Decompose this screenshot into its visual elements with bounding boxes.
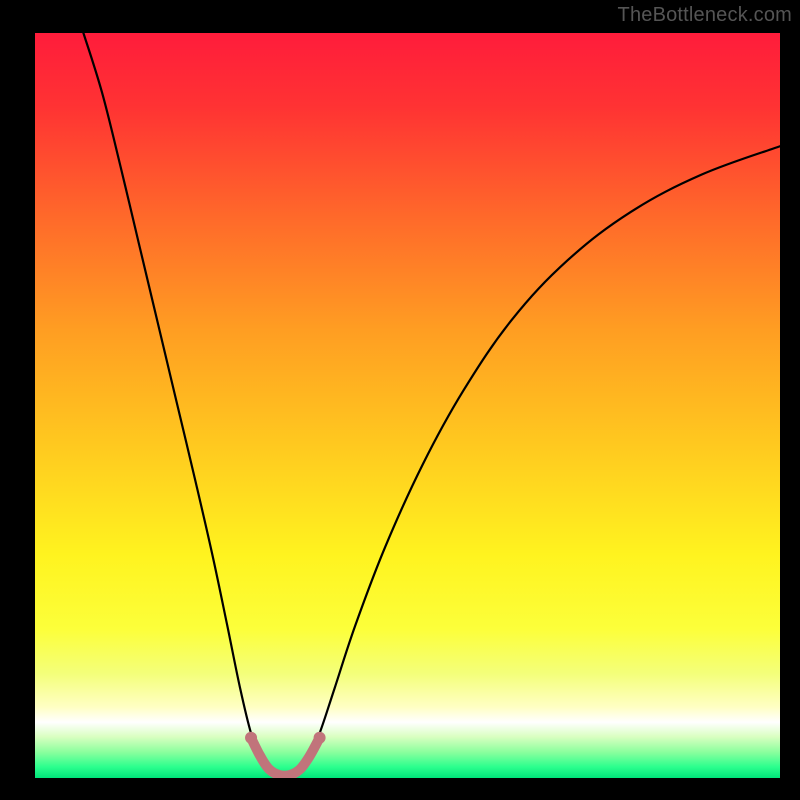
valley-marker-dot-left [245,732,257,744]
chart-stage: TheBottleneck.com [0,0,800,800]
plot-background-gradient [35,33,780,778]
valley-marker-dot-right [314,732,326,744]
watermark-text: TheBottleneck.com [618,4,792,27]
chart-svg [0,0,800,800]
